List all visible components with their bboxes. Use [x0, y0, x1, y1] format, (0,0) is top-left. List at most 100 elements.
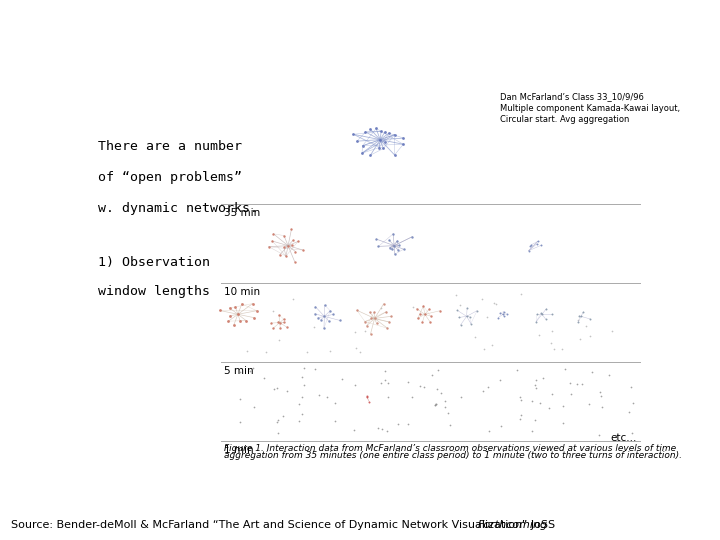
Point: [289, 257, 300, 266]
Point: [532, 237, 544, 246]
Point: [310, 302, 321, 311]
Point: [526, 397, 537, 406]
Point: [382, 426, 393, 435]
Point: [514, 392, 526, 401]
Point: [235, 368, 246, 376]
Point: [312, 314, 323, 322]
Point: [418, 302, 429, 310]
Point: [398, 245, 410, 254]
Point: [287, 241, 298, 250]
Point: [418, 382, 430, 391]
Point: [580, 321, 592, 330]
Point: [392, 237, 403, 245]
Point: [387, 230, 399, 238]
Point: [361, 321, 372, 330]
Point: [384, 244, 395, 252]
Point: [247, 299, 258, 308]
Point: [534, 330, 545, 339]
Point: [386, 245, 397, 254]
Point: [523, 246, 534, 255]
Text: Forthcoming: Forthcoming: [477, 520, 547, 530]
Point: [389, 250, 400, 259]
Point: [232, 310, 243, 319]
Point: [323, 317, 335, 326]
Point: [383, 129, 395, 138]
Point: [365, 125, 377, 134]
Point: [278, 318, 289, 327]
Point: [525, 241, 536, 250]
Point: [461, 312, 472, 321]
Point: [364, 397, 375, 406]
Point: [498, 307, 509, 316]
Text: 35 min: 35 min: [224, 208, 260, 218]
Point: [575, 312, 587, 321]
Point: [546, 339, 557, 347]
Point: [380, 307, 392, 316]
Point: [269, 385, 280, 394]
Point: [379, 138, 390, 146]
Point: [626, 382, 637, 391]
Point: [375, 379, 387, 388]
Point: [266, 319, 277, 327]
Point: [372, 423, 384, 432]
Point: [360, 127, 372, 136]
Point: [274, 318, 286, 327]
Point: [393, 241, 405, 250]
Point: [497, 310, 508, 319]
Point: [277, 412, 289, 421]
Point: [402, 378, 414, 387]
Point: [274, 323, 286, 332]
Point: [351, 306, 363, 315]
Point: [482, 382, 494, 391]
Point: [465, 319, 477, 328]
Point: [546, 310, 558, 319]
Point: [296, 373, 307, 381]
Point: [606, 327, 617, 336]
Point: [557, 401, 569, 410]
Point: [319, 301, 330, 309]
Text: Figure 1. Interaction data from McFarland’s classroom observations viewed at var: Figure 1. Interaction data from McFarlan…: [224, 444, 676, 453]
Point: [424, 305, 436, 313]
Point: [348, 130, 359, 139]
Point: [382, 324, 393, 333]
Point: [430, 399, 441, 408]
Point: [411, 304, 423, 313]
Point: [546, 390, 558, 399]
Point: [297, 246, 309, 254]
Point: [478, 345, 490, 353]
Point: [267, 324, 279, 333]
Point: [271, 383, 283, 392]
Point: [364, 308, 375, 316]
Point: [583, 400, 595, 409]
Point: [469, 333, 481, 341]
Point: [365, 151, 377, 159]
Point: [247, 363, 258, 372]
Point: [577, 380, 588, 388]
Point: [374, 136, 386, 144]
Point: [442, 408, 454, 417]
Point: [377, 425, 388, 434]
Point: [384, 236, 395, 245]
Point: [313, 390, 325, 399]
Point: [318, 312, 330, 321]
Text: 1) Observation: 1) Observation: [99, 256, 210, 269]
Point: [476, 295, 487, 303]
Point: [382, 393, 394, 401]
Point: [328, 310, 339, 319]
Point: [572, 318, 584, 327]
Point: [572, 379, 583, 388]
Point: [557, 419, 569, 428]
Point: [308, 323, 320, 332]
Point: [464, 313, 475, 321]
Text: 1 min: 1 min: [224, 446, 253, 455]
Point: [540, 315, 552, 323]
Point: [486, 340, 498, 349]
Point: [455, 321, 467, 329]
Point: [596, 402, 608, 411]
Point: [321, 393, 333, 402]
Point: [222, 317, 234, 326]
Point: [501, 309, 513, 318]
Point: [287, 295, 298, 303]
Point: [248, 313, 260, 322]
Point: [299, 381, 310, 389]
